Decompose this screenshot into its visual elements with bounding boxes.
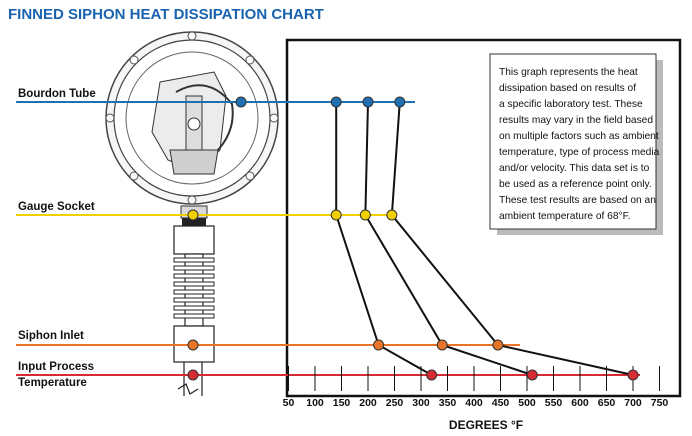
data-point: [330, 96, 342, 108]
x-tick-label: 400: [465, 397, 483, 409]
plot-frame: [285, 38, 682, 398]
illustration-marker: [187, 209, 199, 221]
series-line: [390, 101, 634, 376]
note-line: ambient temperature of 68°F.: [499, 211, 631, 222]
x-tick-label: 700: [624, 397, 642, 409]
row-label-input-process-line2: Temperature: [18, 377, 87, 389]
data-point: [359, 209, 371, 221]
x-axis-title: DEGREES °F: [449, 418, 523, 432]
series-line: [364, 101, 533, 376]
note-line: results may vary in the field based: [499, 115, 653, 126]
illustration-marker: [235, 96, 247, 108]
data-point: [373, 339, 385, 351]
x-tick-label: 450: [492, 397, 510, 409]
x-tick-label: 300: [412, 397, 430, 409]
x-tick-label: 150: [333, 397, 351, 409]
data-point: [386, 209, 398, 221]
x-tick-label: 750: [651, 397, 669, 409]
illustration-marker: [187, 369, 199, 381]
x-tick-label: 500: [518, 397, 536, 409]
chart-title: FINNED SIPHON HEAT DISSIPATION CHART: [8, 6, 324, 23]
x-tick-label: 550: [545, 397, 563, 409]
data-point: [330, 209, 342, 221]
note-line: be used as a reference point only.: [499, 179, 652, 190]
data-point: [426, 369, 438, 381]
note-box: This graph represents the heat dissipati…: [489, 53, 663, 235]
x-tick-label: 350: [439, 397, 457, 409]
data-point: [394, 96, 406, 108]
x-tick-label: 250: [386, 397, 404, 409]
note-line: These test results are based on an: [499, 195, 656, 206]
note-line: temperature, type of process media: [499, 147, 660, 158]
x-tick-label: 600: [571, 397, 589, 409]
note-line: a specific laboratory test. These: [499, 99, 643, 110]
data-point: [436, 339, 448, 351]
data-point: [627, 369, 639, 381]
row-label-bourdon-tube: Bourdon Tube: [18, 88, 96, 100]
data-point: [526, 369, 538, 381]
note-line: This graph represents the heat: [499, 67, 638, 78]
row-label-gauge-socket: Gauge Socket: [18, 201, 95, 213]
x-tick-label: 100: [306, 397, 324, 409]
data-point: [492, 339, 504, 351]
x-tick-label: 650: [598, 397, 616, 409]
siphon-illustration: [173, 218, 215, 396]
note-line: dissipation based on results of: [499, 83, 636, 94]
row-label-siphon-inlet: Siphon Inlet: [18, 330, 84, 342]
x-tick-label: 50: [283, 397, 295, 409]
illustration-marker: [187, 339, 199, 351]
note-line: and/or velocity. This data set is to: [499, 163, 650, 174]
gauge-illustration: [105, 31, 279, 219]
row-labels: Bourdon Tube Gauge Socket Siphon Inlet I…: [18, 88, 96, 389]
note-line: on multiple factors such as ambient: [499, 131, 659, 142]
x-tick-label: 200: [359, 397, 377, 409]
series-line: [335, 102, 433, 376]
data-point: [362, 96, 374, 108]
plot-area: 50 100 150 200 250 300 350 400 450 500 550 600 650 70…: [16, 38, 682, 409]
row-label-input-process-line1: Input Process: [18, 361, 94, 373]
